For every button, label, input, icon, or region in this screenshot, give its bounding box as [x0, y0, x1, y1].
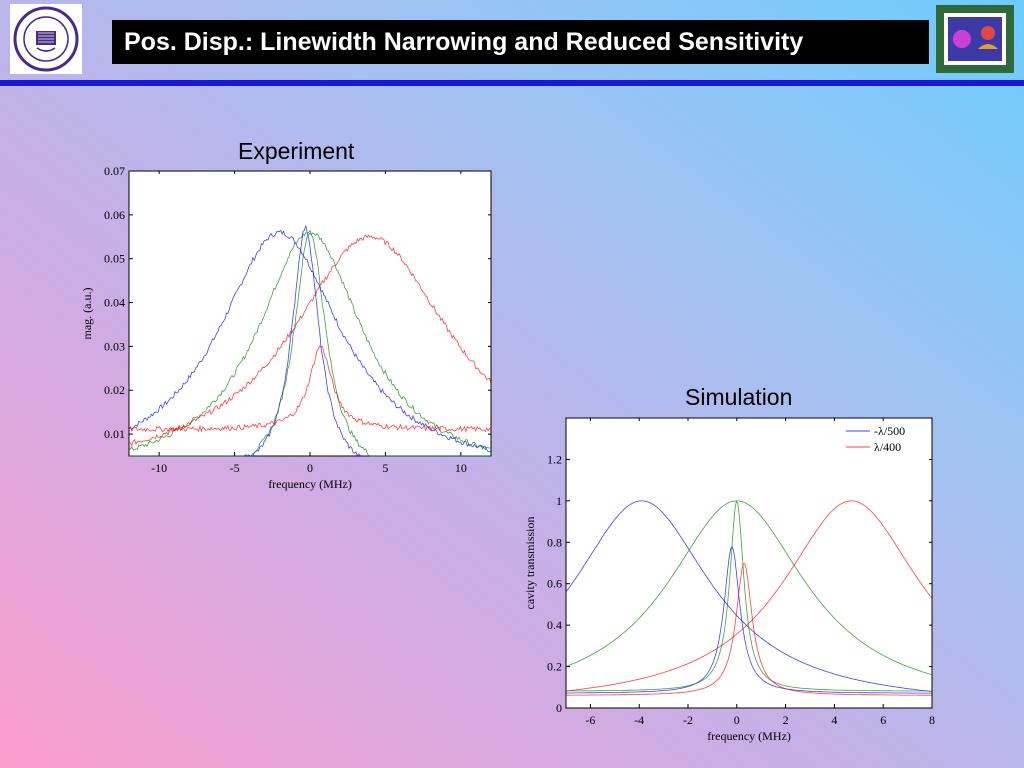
simulation-xtick-label: 4 — [831, 713, 837, 727]
experiment-xtick-label: -5 — [230, 461, 240, 475]
experiment-series-line — [128, 234, 492, 447]
simulation-ytick-label: 1 — [556, 494, 562, 508]
experiment-y-axis-label: mag. (a.u.) — [80, 288, 94, 340]
simulation-plot-area — [565, 417, 933, 709]
simulation-series-line — [565, 500, 932, 692]
experiment-x-axis-label: frequency (MHz) — [268, 477, 352, 491]
simulation-ytick-label: 1.2 — [547, 452, 562, 466]
simulation-xtick-label: 8 — [929, 713, 935, 727]
simulation-y-axis-label: cavity transmission — [523, 517, 537, 610]
experiment-xtick-label: -10 — [151, 461, 167, 475]
experiment-series-line — [129, 232, 491, 457]
simulation-xtick-label: -4 — [634, 713, 644, 727]
slide-title-bar: Pos. Disp.: Linewidth Narrowing and Redu… — [112, 20, 929, 64]
experiment-series-line — [128, 345, 492, 434]
corner-decoration-image — [936, 5, 1014, 73]
experiment-chart-title: Experiment — [238, 138, 355, 164]
simulation-xtick-label: 0 — [734, 713, 740, 727]
experiment-plot-area — [128, 170, 492, 457]
simulation-legend-label: -λ/500 — [874, 424, 905, 438]
simulation-series-line — [565, 500, 933, 676]
simulation-series-line — [565, 500, 933, 692]
experiment-ytick-label: 0.05 — [104, 252, 125, 266]
simulation-xtick-label: 6 — [880, 713, 886, 727]
experiment-xtick-label: 0 — [307, 461, 313, 475]
corner-image-graphic — [936, 5, 1014, 73]
experiment-series-line — [128, 229, 492, 453]
simulation-chart-title: Simulation — [685, 384, 793, 410]
simulation-ytick-label: 0 — [556, 701, 562, 715]
experiment-xtick-label: 5 — [382, 461, 388, 475]
simulation-ytick-label: 0.4 — [547, 618, 562, 632]
simulation-series-line — [566, 545, 933, 694]
experiment-ytick-label: 0.03 — [104, 339, 125, 353]
experiment-ytick-label: 0.02 — [104, 383, 125, 397]
simulation-ytick-label: 0.8 — [547, 535, 562, 549]
simulation-x-axis-label: frequency (MHz) — [707, 729, 791, 743]
seal-graphic — [13, 6, 79, 72]
simulation-series-line — [566, 563, 932, 696]
simulation-xtick-label: 2 — [783, 713, 789, 727]
experiment-ytick-label: 0.06 — [104, 208, 125, 222]
university-seal-logo — [10, 4, 82, 74]
simulation-ytick-label: 0.2 — [547, 660, 562, 674]
simulation-xtick-label: -2 — [683, 713, 693, 727]
simulation-legend-label: λ/400 — [874, 440, 901, 454]
simulation-xtick-label: -6 — [585, 713, 595, 727]
experiment-ytick-label: 0.04 — [104, 296, 125, 310]
experiment-series-line — [128, 229, 492, 451]
experiment-xtick-label: 10 — [455, 461, 467, 475]
header-divider-rule — [0, 80, 1024, 86]
experiment-ytick-label: 0.01 — [104, 427, 125, 441]
slide-title: Pos. Disp.: Linewidth Narrowing and Redu… — [124, 28, 804, 56]
experiment-ytick-label: 0.07 — [104, 164, 125, 178]
simulation-ytick-label: 0.6 — [547, 577, 562, 591]
